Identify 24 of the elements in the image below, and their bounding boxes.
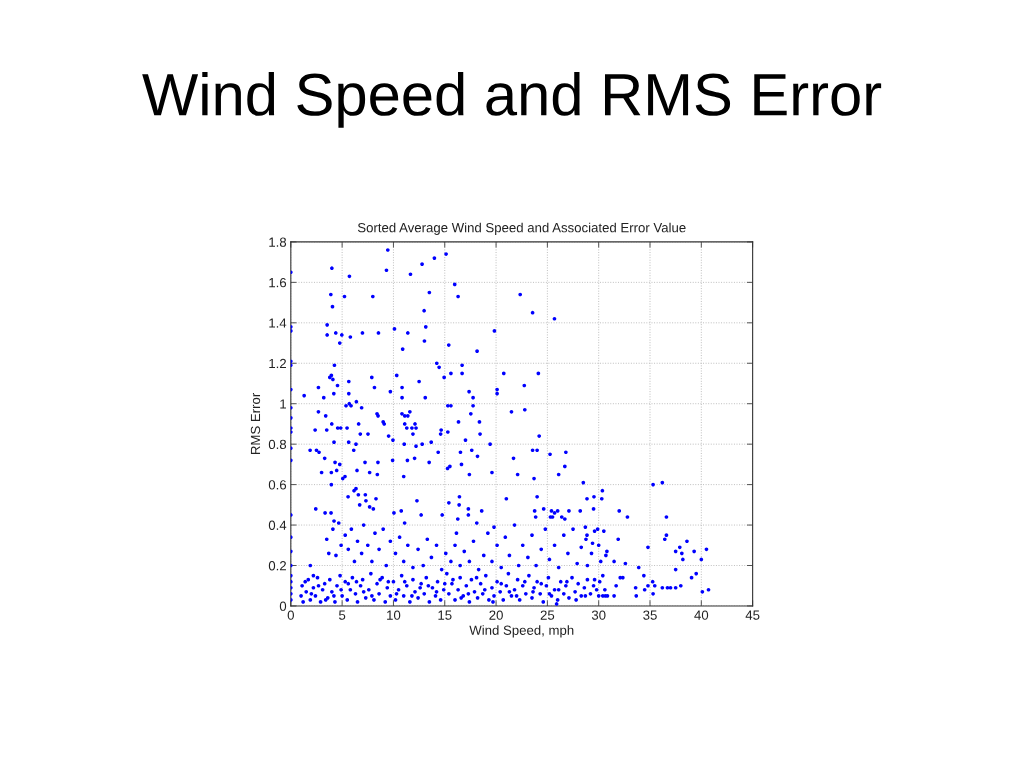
x-tick-label: 45 — [745, 610, 760, 620]
x-tick-label: 5 — [338, 610, 346, 620]
x-tick-label: 35 — [643, 610, 657, 620]
y-tick-label: 0.6 — [268, 480, 287, 490]
y-tick-label: 1.8 — [269, 237, 287, 247]
y-tick-label: 1 — [280, 399, 287, 409]
x-tick-label: 25 — [540, 610, 555, 620]
chart-subtitle: Sorted Average Wind Speed and Associated Error Value — [357, 222, 686, 235]
x-tick-label: 0 — [287, 610, 294, 620]
chart-title: Wind Speed and RMS Error — [142, 72, 882, 128]
y-tick-label: 0.4 — [268, 520, 287, 530]
y-tick-label: 1.2 — [269, 358, 286, 369]
y-tick-label: 1.6 — [269, 277, 287, 288]
x-tick-label: 20 — [489, 610, 503, 620]
x-tick-label: 40 — [694, 610, 709, 620]
x-tick-label: 10 — [387, 610, 401, 620]
y-tick-label: 1.4 — [269, 318, 287, 328]
y-axis-title: RMS Error — [250, 393, 261, 455]
x-axis-title: Wind Speed, mph — [469, 625, 574, 638]
y-tick-label: 0.2 — [268, 561, 286, 571]
x-tick-label: 15 — [438, 610, 452, 620]
y-tick-label: 0.8 — [268, 439, 287, 450]
y-tick-label: 0 — [279, 601, 287, 611]
x-tick-label: 30 — [591, 610, 606, 620]
